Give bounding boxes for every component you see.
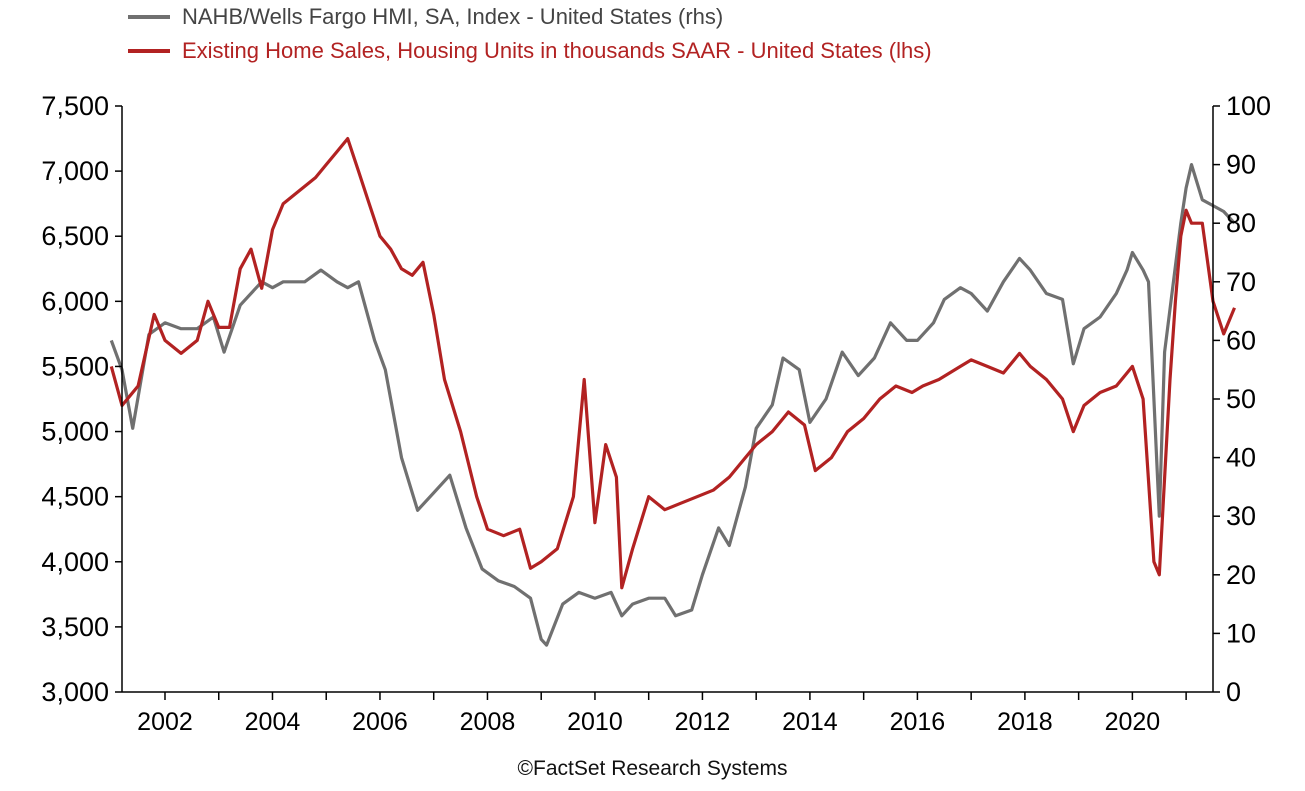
- legend-item-hmi: NAHB/Wells Fargo HMI, SA, Index - United…: [128, 0, 932, 34]
- y-left-tick-label: 5,000: [41, 417, 109, 447]
- x-tick-label: 2008: [460, 708, 516, 736]
- y-left-tick-label: 4,500: [41, 482, 109, 512]
- x-tick-label: 2006: [352, 708, 408, 736]
- y-left-tick-label: 7,500: [41, 91, 109, 121]
- y-right-tick-label: 90: [1226, 150, 1256, 180]
- y-right-tick-label: 40: [1226, 443, 1256, 473]
- y-left-tick-label: 4,000: [41, 547, 109, 577]
- series-line-hmi: [109, 163, 1236, 647]
- y-left-tick-label: 5,500: [41, 351, 109, 381]
- legend-item-existing-home-sales: Existing Home Sales, Housing Units in th…: [128, 34, 932, 68]
- x-tick-label: 2016: [890, 708, 946, 736]
- legend-label-hmi: NAHB/Wells Fargo HMI, SA, Index - United…: [182, 4, 724, 29]
- series-line-existing-home-sales: [109, 137, 1236, 590]
- y-right-tick-label: 100: [1226, 91, 1271, 121]
- x-tick-label: 2018: [997, 708, 1053, 736]
- y-left-tick-label: 6,500: [41, 221, 109, 251]
- chart-legend: NAHB/Wells Fargo HMI, SA, Index - United…: [128, 0, 932, 68]
- x-tick-label: 2012: [675, 708, 731, 736]
- y-right-tick-label: 0: [1226, 677, 1241, 707]
- y-right-tick-label: 70: [1226, 267, 1256, 297]
- legend-label-existing-home-sales: Existing Home Sales, Housing Units in th…: [182, 38, 932, 63]
- x-tick-label: 2002: [137, 708, 193, 736]
- source-credit: ©FactSet Research Systems: [517, 757, 788, 780]
- y-right-tick-label: 80: [1226, 208, 1256, 238]
- y-right-tick-label: 50: [1226, 384, 1256, 414]
- x-tick-label: 2010: [567, 708, 623, 736]
- legend-swatch-existing-home-sales: [128, 49, 170, 53]
- y-right-tick-label: 20: [1226, 560, 1256, 590]
- y-right-tick-label: 30: [1226, 501, 1256, 531]
- y-right-tick-label: 10: [1226, 618, 1256, 648]
- x-tick-label: 2020: [1105, 708, 1161, 736]
- y-left-tick-label: 3,500: [41, 612, 109, 642]
- y-left-tick-label: 3,000: [41, 677, 109, 707]
- x-tick-label: 2014: [782, 708, 838, 736]
- y-left-tick-label: 6,000: [41, 286, 109, 316]
- y-left-tick-label: 7,000: [41, 156, 109, 186]
- y-right-tick-label: 60: [1226, 325, 1256, 355]
- x-tick-label: 2004: [245, 708, 301, 736]
- legend-swatch-hmi: [128, 15, 170, 19]
